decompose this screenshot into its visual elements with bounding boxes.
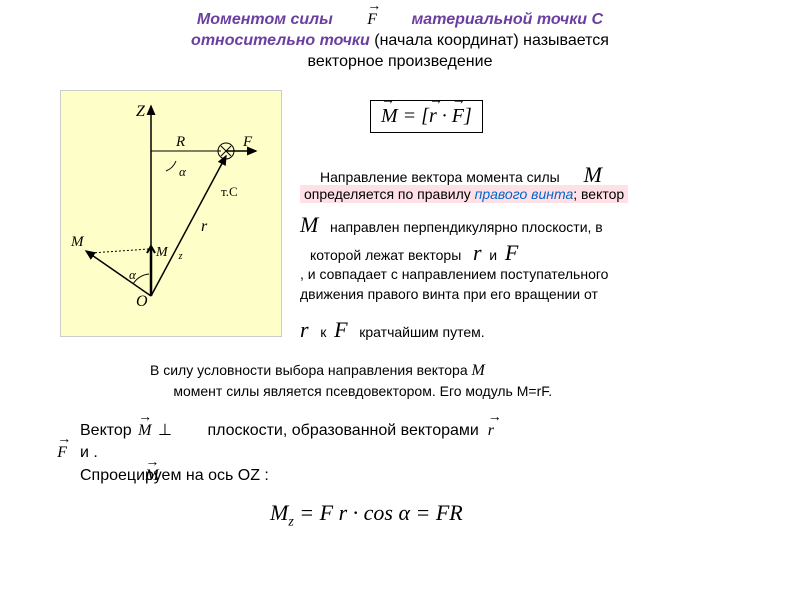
t8: В силу условности выбора направления век… bbox=[150, 362, 468, 378]
para-6: r к F кратчайшим путем. bbox=[300, 315, 485, 346]
t7b: кратчайшим путем. bbox=[359, 324, 484, 340]
diagram-svg: O Z r⃗ т.С R α F⃗ M⃗ M⃗z α bbox=[61, 91, 281, 336]
t11: и . bbox=[80, 444, 98, 461]
para-3: M направлен перпендикулярно плоскости, в bbox=[300, 210, 603, 241]
title-part2: материальной точки С bbox=[411, 11, 603, 28]
t10b: плоскости, образованной векторами bbox=[207, 422, 478, 439]
t9: момент силы является псевдовектором. Его… bbox=[173, 383, 552, 399]
t10a: Вектор bbox=[80, 422, 132, 439]
t7a: к bbox=[320, 324, 326, 340]
title-part5: векторное произведение bbox=[308, 53, 493, 70]
svg-text:R: R bbox=[175, 134, 185, 150]
t2a: определяется по правилу bbox=[304, 186, 475, 202]
t2b: правого винта bbox=[475, 186, 574, 202]
para-2: определяется по правилу правого винта; в… bbox=[300, 185, 628, 205]
sym-M2: M bbox=[300, 212, 318, 237]
para-8: Вектор M ⊥ плоскости, образованной векто… bbox=[80, 420, 760, 487]
svg-text:O: O bbox=[136, 293, 148, 310]
sym-M: M bbox=[584, 162, 602, 187]
pink-rule: определяется по правилу правого винта; в… bbox=[300, 185, 628, 203]
sym-F2: F bbox=[334, 317, 347, 342]
vec-r-small: r bbox=[488, 420, 494, 442]
svg-text:M⃗z: M⃗z bbox=[155, 245, 183, 262]
title-F-vec: F bbox=[367, 10, 377, 31]
vec-M: M bbox=[381, 105, 398, 128]
svg-text:т.С: т.С bbox=[221, 184, 238, 199]
t5: , и совпадает с направлением поступатель… bbox=[300, 266, 608, 282]
sym-r2: r bbox=[300, 317, 309, 342]
slide-title: Моментом силы F материальной точки С отн… bbox=[0, 0, 800, 77]
vec-F-small: F bbox=[57, 442, 67, 464]
final-formula: Mz = F r · cos α = FR bbox=[270, 500, 463, 530]
svg-text:Z: Z bbox=[136, 103, 146, 120]
t4: которой лежат векторы bbox=[310, 247, 461, 263]
vec-r: r bbox=[429, 105, 437, 128]
para-7: В силу условности выбора направления век… bbox=[150, 360, 750, 402]
title-part1: Моментом силы bbox=[197, 11, 333, 28]
perp-sym: ⊥ bbox=[158, 422, 172, 439]
title-part3: относительно точки bbox=[191, 32, 370, 49]
vec-M-small2: M bbox=[145, 465, 158, 487]
svg-text:M⃗: M⃗ bbox=[70, 234, 95, 250]
svg-text:r⃗: r⃗ bbox=[201, 218, 220, 235]
t3: направлен перпендикулярно плоскости, в bbox=[330, 219, 603, 235]
para-5: , и совпадает с направлением поступатель… bbox=[300, 265, 760, 304]
t1: Направление вектора момента силы bbox=[320, 169, 560, 185]
svg-text:α: α bbox=[129, 267, 137, 282]
svg-text:F⃗: F⃗ bbox=[242, 134, 264, 150]
vec-M-small: M bbox=[138, 420, 151, 442]
vector-diagram: O Z r⃗ т.С R α F⃗ M⃗ M⃗z α bbox=[60, 90, 282, 337]
t12a: Спроецируем на ось OZ : bbox=[80, 467, 269, 484]
t2c: ; вектор bbox=[573, 186, 624, 202]
svg-text:α: α bbox=[179, 164, 187, 179]
and1: и bbox=[489, 247, 497, 263]
main-formula: M = [r · F] bbox=[370, 100, 483, 133]
sym-M3: M bbox=[472, 362, 485, 379]
vec-F: F bbox=[452, 105, 464, 128]
sym-F: F bbox=[505, 240, 518, 265]
t6: движения правого винта при его вращении … bbox=[300, 286, 598, 302]
sym-r: r bbox=[473, 240, 482, 265]
title-part4: (начала координат) называется bbox=[374, 32, 609, 49]
